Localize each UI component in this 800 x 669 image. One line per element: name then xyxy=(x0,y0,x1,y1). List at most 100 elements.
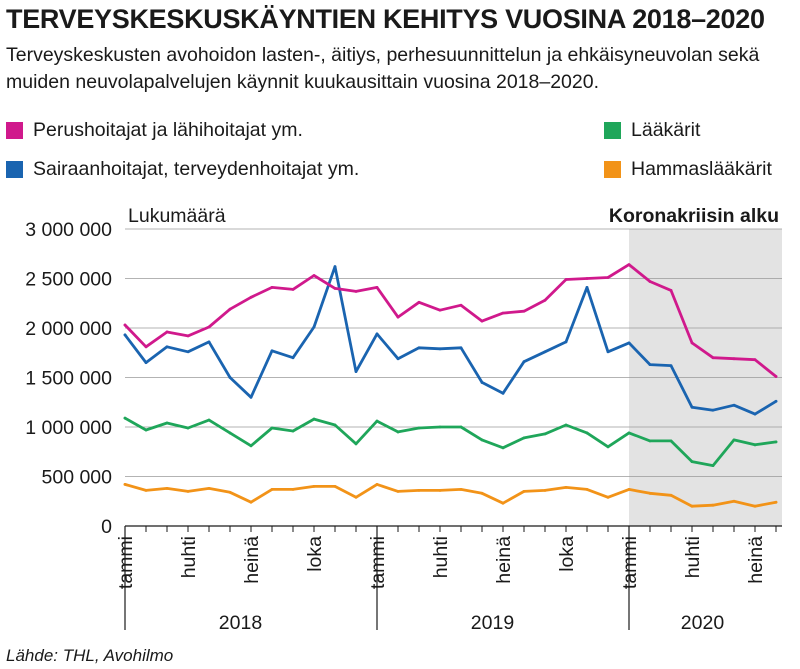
data-point xyxy=(522,436,526,440)
data-point xyxy=(606,445,610,449)
x-tick-label: heinä xyxy=(493,536,515,584)
data-point xyxy=(669,439,673,443)
data-point xyxy=(333,287,337,290)
data-point xyxy=(501,391,505,395)
data-point xyxy=(564,485,568,489)
year-label: 2020 xyxy=(681,612,725,634)
legend-swatch-laakarit xyxy=(604,122,621,139)
data-point xyxy=(396,430,400,434)
data-point xyxy=(417,300,421,304)
data-point xyxy=(207,486,211,490)
data-point xyxy=(123,416,127,420)
data-point xyxy=(312,325,316,329)
data-point xyxy=(333,423,337,427)
data-point xyxy=(186,489,190,493)
legend-item-sairaanhoitajat: Sairaanhoitajat, terveydenhoitajat ym. xyxy=(6,158,359,181)
data-point xyxy=(690,504,694,508)
data-point xyxy=(732,403,736,407)
data-point xyxy=(648,491,652,495)
data-point xyxy=(291,487,295,491)
data-point xyxy=(732,438,736,442)
data-point xyxy=(774,500,778,504)
data-point xyxy=(354,442,358,446)
data-point xyxy=(354,370,358,373)
data-point xyxy=(123,333,127,337)
data-point xyxy=(501,446,505,450)
data-point xyxy=(228,376,232,379)
data-point xyxy=(774,399,778,403)
y-tick-label: 500 000 xyxy=(42,467,113,489)
data-point xyxy=(711,356,715,360)
data-point xyxy=(711,408,715,412)
data-point xyxy=(165,486,169,490)
data-point xyxy=(270,349,274,353)
data-point xyxy=(564,423,568,427)
data-point xyxy=(354,495,358,499)
data-point xyxy=(333,485,337,488)
data-point xyxy=(417,488,421,492)
data-point xyxy=(480,438,484,442)
data-point xyxy=(459,346,463,350)
data-point xyxy=(228,307,232,311)
data-point xyxy=(186,334,190,338)
data-point xyxy=(375,419,379,423)
data-point xyxy=(543,432,547,436)
data-point xyxy=(417,426,421,430)
data-point xyxy=(648,280,652,283)
x-tick-label: huhti xyxy=(178,536,200,578)
x-tick-label: loka xyxy=(556,536,578,572)
x-tick-label: loka xyxy=(304,536,326,572)
data-point xyxy=(165,330,169,334)
data-point xyxy=(270,487,274,491)
series-line xyxy=(123,265,778,416)
data-point xyxy=(165,421,169,425)
data-point xyxy=(249,500,253,504)
series-line xyxy=(123,263,778,378)
data-point xyxy=(480,381,484,384)
data-point xyxy=(732,499,736,503)
data-point xyxy=(480,491,484,495)
annotation-label: Koronakriisin alku xyxy=(609,205,779,227)
data-point xyxy=(291,356,295,360)
data-point xyxy=(144,428,148,432)
data-point xyxy=(249,444,253,448)
data-point xyxy=(501,311,505,315)
data-point xyxy=(753,358,757,362)
data-point xyxy=(543,488,547,492)
data-point xyxy=(690,341,694,345)
data-point xyxy=(291,287,295,291)
data-point xyxy=(585,431,589,435)
x-tick-label: heinä xyxy=(745,536,767,584)
data-point xyxy=(249,295,253,299)
y-tick-label: 2 000 000 xyxy=(25,318,112,340)
data-point xyxy=(627,487,631,491)
data-point xyxy=(627,341,631,345)
data-point xyxy=(606,495,610,499)
data-point xyxy=(585,286,589,289)
data-point xyxy=(669,288,673,292)
data-point xyxy=(249,395,253,399)
y-axis-label: Lukumäärä xyxy=(128,205,226,227)
data-point xyxy=(711,464,715,468)
data-point xyxy=(312,417,316,421)
data-point xyxy=(501,501,505,505)
data-point xyxy=(291,429,295,433)
data-point xyxy=(165,345,169,349)
data-point xyxy=(522,309,526,313)
data-point xyxy=(774,440,778,444)
data-point xyxy=(627,431,631,435)
data-point xyxy=(711,503,715,507)
data-point xyxy=(606,276,610,279)
series-line xyxy=(123,416,778,468)
x-tick-label: huhti xyxy=(682,536,704,578)
year-label: 2018 xyxy=(219,612,262,634)
data-point xyxy=(564,278,568,281)
legend-item-laakarit: Lääkärit xyxy=(604,119,700,142)
data-point xyxy=(333,265,337,269)
data-point xyxy=(396,489,400,493)
x-tick-label: huhti xyxy=(430,536,452,578)
legend-label: Sairaanhoitajat, terveydenhoitajat ym. xyxy=(33,158,360,180)
data-point xyxy=(543,350,547,354)
data-point xyxy=(270,426,274,430)
